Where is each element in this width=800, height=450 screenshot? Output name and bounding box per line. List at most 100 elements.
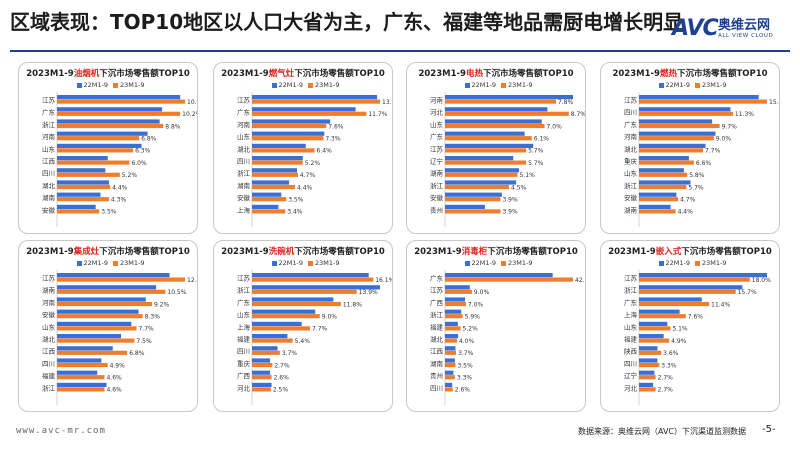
data-label: 7.5% — [136, 338, 152, 345]
bar-chart: 河南 7.8% 河北 8.7% 山东 7.0% 广东 6.1% 江苏 5.7% 辽宁 5.7% 湖南 5.… — [430, 92, 585, 227]
bar-23m1-9 — [445, 375, 455, 380]
chart-title-category: 电热 — [465, 69, 483, 79]
category-label: 浙江 — [624, 181, 638, 190]
bar-23m1-9 — [445, 172, 518, 177]
bar-23m1-9 — [252, 314, 320, 319]
bar-23m1-9 — [252, 338, 293, 343]
category-label: 福建 — [624, 335, 638, 344]
bar-22m1-9 — [445, 156, 514, 161]
category-label: 浙江 — [624, 286, 638, 295]
category-label: 江苏 — [237, 274, 251, 283]
data-label: 6.4% — [317, 148, 333, 155]
data-label: 2.7% — [658, 387, 674, 394]
legend-swatch — [308, 260, 313, 266]
data-label: 5.7% — [528, 148, 544, 155]
category-label: 贵州 — [430, 371, 443, 380]
bar-23m1-9 — [252, 197, 287, 202]
bar-23m1-9 — [252, 99, 380, 104]
chart-title-suffix: 下沉市场零售额TOP10 — [676, 69, 768, 79]
legend-swatch — [76, 260, 82, 266]
bar-23m1-9 — [639, 136, 714, 141]
bar-22m1-9 — [57, 204, 96, 209]
bar-23m1-9 — [252, 148, 315, 153]
legend-label: 22M1-9 — [665, 81, 691, 89]
category-label: 山东 — [237, 132, 251, 141]
data-label: 7.7% — [138, 326, 154, 333]
bar-23m1-9 — [445, 301, 466, 307]
category-label: 福建 — [237, 335, 251, 344]
bar-22m1-9 — [445, 107, 548, 112]
data-label: 7.7% — [312, 326, 328, 333]
bar-23m1-9 — [639, 362, 660, 368]
bar-23m1-9 — [57, 148, 134, 153]
chart-title-period: 2023M1-9 — [26, 69, 74, 79]
category-label: 湖北 — [624, 144, 638, 153]
chart-title: 2023M1-9油烟机下沉市场零售额TOP10 — [19, 67, 197, 79]
bar-23m1-9 — [57, 123, 164, 129]
data-label: 9.0% — [322, 314, 338, 321]
bar-chart: 江苏 12.4% 湖南 10.5% 河南 9.2% 安徽 8.3% 山东 7.7% 湖北 7.5% 江西… — [42, 270, 197, 405]
category-label: 广东 — [42, 108, 56, 117]
data-label: 4.7% — [680, 197, 696, 204]
data-label: 12.4% — [187, 277, 197, 284]
chart-title-period: 2023M1-9 — [26, 247, 74, 257]
bar-23m1-9 — [57, 99, 185, 104]
category-label: 江苏 — [237, 96, 251, 105]
bar-23m1-9 — [57, 160, 130, 165]
category-label: 上海 — [237, 205, 251, 214]
chart-title-suffix: 下沉市场零售额TOP10 — [681, 247, 772, 257]
page-title: 区域表现：TOP10地区以人口大省为主，广东、福建等地品需厨电增长明显 — [10, 10, 684, 34]
bar-22m1-9 — [445, 334, 459, 339]
bar-22m1-9 — [57, 273, 170, 278]
bar-22m1-9 — [252, 95, 378, 100]
bar-23m1-9 — [445, 209, 501, 214]
bar-23m1-9 — [639, 375, 656, 380]
legend-swatch — [695, 260, 700, 266]
bar-22m1-9 — [252, 168, 297, 173]
category-label: 福建 — [42, 371, 56, 380]
bar-22m1-9 — [639, 273, 767, 278]
bar-23m1-9 — [445, 277, 573, 282]
bar-23m1-9 — [57, 209, 100, 214]
bar-23m1-9 — [639, 289, 736, 294]
category-label: 浙江 — [430, 310, 444, 319]
bar-22m1-9 — [445, 180, 517, 185]
chart-panel: 2023M1-9油烟机下沉市场零售额TOP10 22M1-9 23M1-9 江苏 10.… — [18, 62, 198, 234]
category-label: 河南 — [42, 132, 56, 141]
bar-23m1-9 — [445, 362, 456, 368]
data-label: 7.6% — [688, 314, 704, 321]
data-label: 10.6% — [187, 99, 197, 106]
data-label: 3.3% — [661, 362, 677, 369]
bar-22m1-9 — [639, 382, 654, 387]
data-label: 3.9% — [502, 197, 518, 204]
category-label: 陕西 — [624, 347, 638, 356]
bar-23m1-9 — [252, 289, 357, 294]
bar-22m1-9 — [57, 143, 142, 148]
bar-22m1-9 — [639, 180, 691, 185]
bar-22m1-9 — [57, 131, 148, 136]
bar-22m1-9 — [252, 131, 325, 136]
bar-23m1-9 — [252, 172, 298, 177]
bar-23m1-9 — [639, 338, 670, 343]
category-label: 上海 — [624, 310, 638, 319]
legend-swatch — [76, 82, 82, 88]
bar-22m1-9 — [639, 334, 664, 339]
category-label: 安徽 — [42, 310, 56, 319]
bar-22m1-9 — [445, 321, 458, 326]
legend-swatch — [658, 82, 664, 88]
category-label: 湖北 — [237, 144, 251, 153]
bar-22m1-9 — [445, 192, 502, 197]
bar-22m1-9 — [639, 119, 713, 124]
bar-22m1-9 — [445, 346, 456, 351]
bar-22m1-9 — [445, 382, 453, 387]
legend-swatch — [695, 82, 700, 88]
category-label: 浙江 — [42, 120, 56, 129]
bar-22m1-9 — [445, 273, 553, 278]
data-label: 15.4% — [769, 99, 779, 106]
bar-22m1-9 — [639, 204, 671, 209]
category-label: 上海 — [237, 322, 251, 331]
bar-22m1-9 — [57, 192, 101, 197]
bar-23m1-9 — [639, 123, 720, 129]
data-label: 7.3% — [325, 136, 341, 143]
data-label: 13.9% — [359, 289, 378, 296]
